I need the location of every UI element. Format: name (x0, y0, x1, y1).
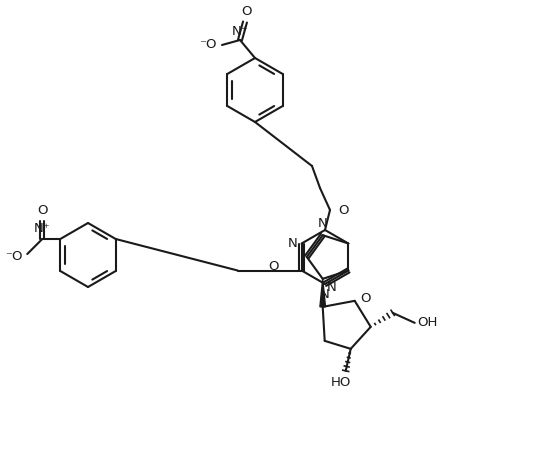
Text: ⁻O: ⁻O (5, 251, 22, 264)
Text: ⁻O: ⁻O (200, 39, 217, 51)
Text: O: O (360, 292, 371, 306)
Text: O: O (338, 203, 349, 216)
Text: O: O (37, 204, 48, 217)
Polygon shape (320, 279, 326, 307)
Text: N: N (320, 288, 330, 301)
Text: HO: HO (331, 376, 351, 389)
Text: O: O (268, 260, 279, 273)
Text: N: N (318, 217, 327, 230)
Text: N⁺: N⁺ (34, 222, 51, 235)
Text: N: N (327, 281, 336, 294)
Text: N: N (288, 237, 297, 250)
Text: OH: OH (418, 316, 438, 329)
Text: N⁺: N⁺ (232, 25, 248, 38)
Text: O: O (242, 5, 252, 18)
